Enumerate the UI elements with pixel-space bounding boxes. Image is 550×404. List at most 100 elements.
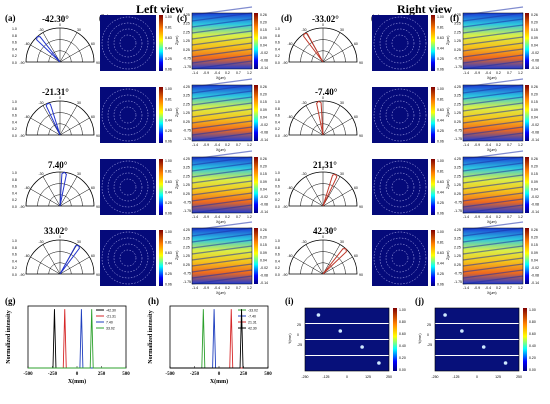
phase-map-frame <box>462 156 524 214</box>
spot <box>481 345 486 349</box>
polar-spoke <box>30 44 61 63</box>
polar-radial-label: 1.0 <box>12 100 17 104</box>
polar-spoke <box>59 44 90 63</box>
phase-cbar-tick: 0.15 <box>531 243 538 247</box>
colorbar-tick: 0.06 <box>437 68 444 72</box>
phase-xtick: 1.2 <box>518 215 523 219</box>
spot-frame <box>304 307 390 372</box>
polar-spoke <box>59 188 90 207</box>
fringe-line <box>191 269 253 279</box>
colorbar-tick: 0.25 <box>437 272 444 276</box>
polar-spoke <box>30 256 61 275</box>
fringe-line <box>191 198 253 208</box>
spot-ytick: 25 <box>297 323 301 327</box>
colorbar-tick: 0.06 <box>437 140 444 144</box>
ring-dashed <box>119 34 137 52</box>
colorbar-tick: 1.00 <box>165 159 172 163</box>
left-phase-map-2: 4.25 3.25 2.25 1.25 0.25 -0.75 -1.75-1.4 -0.9 -0… <box>175 78 268 152</box>
phase-xtick: 0.2 <box>225 143 230 147</box>
phase-cbar-tick: -0.08 <box>260 203 268 207</box>
phase-ylabel: Z(μm) <box>446 251 450 260</box>
spot-ytick: 25 <box>427 323 431 327</box>
phase-ytick: 0.25 <box>183 192 190 196</box>
polar-tick-label: -30 <box>38 101 43 105</box>
fringe-line <box>191 156 253 166</box>
spot-panel-j: -250 -125 0 125 250250-25Y(mm)1.000.800.600.… <box>418 307 536 379</box>
polar-radial-label: 0.8 <box>275 178 280 182</box>
spot-colorbar <box>523 308 527 371</box>
fringe-line <box>191 54 253 64</box>
ring-map-bg <box>372 230 428 286</box>
fringe-line <box>462 263 524 273</box>
ring-dashed <box>113 28 143 58</box>
fringe-line <box>462 42 524 52</box>
phase-cbar-tick: -0.02 <box>260 51 268 55</box>
spot-row <box>435 356 519 371</box>
polar-tick-label: 0 <box>59 167 61 171</box>
phase-cbar-tick: -0.02 <box>531 195 539 199</box>
phase-ytick: 4.25 <box>183 228 190 232</box>
chart-h: -500 -250 0 250 500 X(mm) Normalized intensity… <box>148 305 272 385</box>
panel-label-h: (h) <box>148 296 159 306</box>
ring-map-bg <box>100 159 156 215</box>
phase-xtick: -0.9 <box>474 71 480 75</box>
colorbar-tick: 0.63 <box>437 180 444 184</box>
polar-tick-label: 90 <box>359 134 363 138</box>
polar-radial-label: 0.4 <box>12 191 17 195</box>
phase-ytick: 4.25 <box>183 157 190 161</box>
phase-xtick: -0.9 <box>203 143 209 147</box>
fringe-line <box>462 108 524 118</box>
polar-tick-label: 0 <box>59 235 61 239</box>
beam-lobe <box>59 244 81 275</box>
panel-label-f: (f) <box>450 13 459 23</box>
right-ring-map-4: 1.00 0.81 0.63 0.44 0.25 0.06 <box>372 230 444 287</box>
x-tick-label: 500 <box>122 372 130 377</box>
ring-dashed <box>107 237 149 279</box>
phase-cbar-tick: 0.20 <box>260 165 267 169</box>
panel-label-c: (c) <box>177 13 187 23</box>
polar-radial-label: 0.0 <box>12 273 17 277</box>
phase-xtick: -0.9 <box>203 71 209 75</box>
phase-ytick: -1.75 <box>454 65 462 69</box>
polar-tick-label: -30 <box>38 28 43 32</box>
colorbar-tick: 1.00 <box>437 87 444 91</box>
phase-ytick: -0.75 <box>183 201 191 205</box>
phase-ytick: 0.25 <box>454 48 461 52</box>
phase-ylabel: Z(μm) <box>175 251 179 260</box>
phase-map-frame <box>191 12 253 70</box>
ring-colorbar <box>431 15 435 71</box>
phase-ytick: -1.75 <box>454 137 462 141</box>
polar-tick-label: 30 <box>340 28 344 32</box>
fringe-line <box>191 96 253 106</box>
polar-spoke <box>59 105 78 136</box>
colorbar-tick: 0.81 <box>437 170 444 174</box>
phase-map-frame <box>462 12 524 70</box>
phase-ytick: 2.25 <box>183 30 190 34</box>
phase-xtick: 1.2 <box>247 215 252 219</box>
colorbar-tick: 0.06 <box>165 68 172 72</box>
phase-xtick: -0.9 <box>474 143 480 147</box>
fringe-line <box>462 239 524 249</box>
polar-tick-label: -60 <box>288 115 293 119</box>
phase-cbar-tick: 0.15 <box>531 172 538 176</box>
polar-tick-label: 30 <box>77 101 81 105</box>
polar-radial-label: 0.8 <box>12 107 17 111</box>
fringe-line <box>191 233 253 243</box>
phase-ytick: 1.25 <box>454 183 461 187</box>
phase-ytick: 4.25 <box>183 13 190 17</box>
phase-ytick: 0.25 <box>183 263 190 267</box>
phase-cbar-tick: 0.26 <box>260 157 267 161</box>
left-ring-map-2: 1.00 0.81 0.63 0.44 0.25 0.06 <box>100 87 172 144</box>
phase-cbar-tick: -0.02 <box>531 123 539 127</box>
polar-radial-label: 0.6 <box>275 41 280 45</box>
phase-cbar-tick: 0.04 <box>260 258 267 262</box>
y-axis-label: Normalized intensity <box>148 310 154 364</box>
polar-radial-label: 1.0 <box>275 239 280 243</box>
colorbar-tick: 0.63 <box>165 108 172 112</box>
phase-xtick: -0.4 <box>485 71 491 75</box>
colorbar-tick: 0.06 <box>165 140 172 144</box>
colorbar-tick: 0.44 <box>165 262 172 266</box>
fringe-line <box>462 251 524 261</box>
fringe-line <box>191 204 253 214</box>
polar-tick-label: 0 <box>59 96 61 100</box>
